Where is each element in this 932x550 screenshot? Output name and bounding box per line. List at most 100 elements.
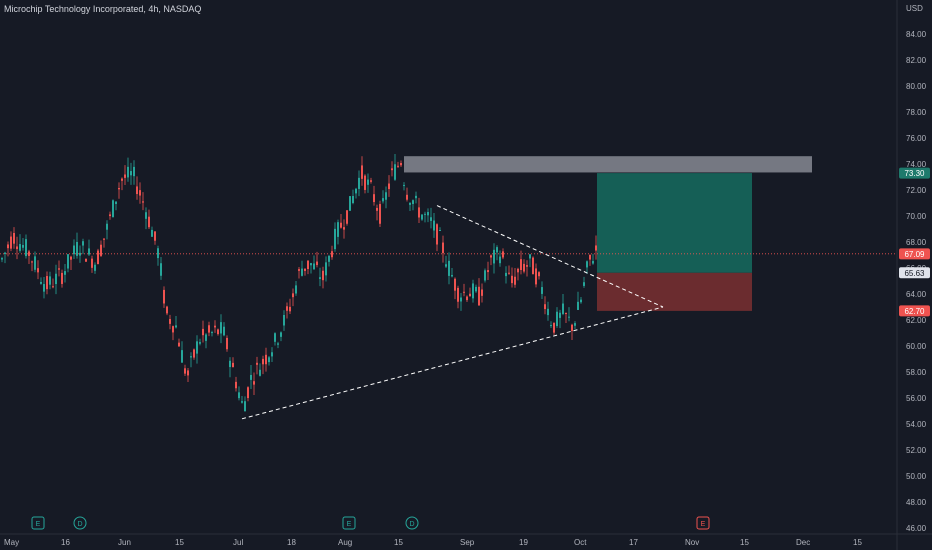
candle-body	[244, 401, 246, 412]
candle-body	[448, 260, 450, 276]
y-tick-label: 82.00	[906, 56, 927, 65]
candle-body	[277, 343, 279, 345]
candle-body	[103, 238, 105, 240]
candle-body	[580, 299, 582, 303]
candle-body	[526, 265, 528, 267]
candle-body	[217, 329, 219, 335]
y-tick-label: 48.00	[906, 498, 927, 507]
x-tick-label: 16	[61, 538, 70, 547]
candle-body	[520, 259, 522, 271]
candle-body	[202, 328, 204, 336]
candle-body	[4, 252, 6, 255]
candle-body	[64, 271, 66, 275]
candle-body	[376, 207, 378, 211]
candle-body	[16, 246, 18, 250]
earnings-event-icon	[31, 516, 45, 530]
y-tick-label: 84.00	[906, 30, 927, 39]
candle-body	[178, 342, 180, 347]
candle-body	[184, 368, 186, 374]
candle-body	[364, 175, 366, 190]
candle-body	[544, 304, 546, 310]
event-label: E	[36, 521, 41, 528]
candle-body	[139, 190, 141, 196]
candle-body	[205, 334, 207, 341]
candle-body	[163, 289, 165, 304]
x-tick-label: Jun	[118, 538, 131, 547]
candle-body	[583, 282, 585, 286]
candle-body	[499, 256, 501, 264]
candle-body	[436, 224, 438, 245]
candle-body	[484, 270, 486, 281]
event-label: E	[701, 521, 706, 528]
candle-body	[511, 275, 513, 284]
event-label: D	[409, 521, 414, 528]
candle-body	[493, 249, 495, 264]
candle-body	[229, 360, 231, 368]
candle-body	[115, 201, 117, 204]
candle-body	[322, 270, 324, 281]
x-tick-label: 15	[175, 538, 184, 547]
candle-body	[187, 370, 189, 376]
candle-body	[556, 311, 558, 327]
candle-body	[469, 293, 471, 297]
candle-body	[361, 165, 363, 179]
y-tick-label: 70.00	[906, 212, 927, 221]
candle-body	[475, 286, 477, 292]
x-tick-label: 19	[519, 538, 528, 547]
candle-body	[325, 262, 327, 276]
candle-body	[568, 316, 570, 318]
candle-body	[199, 342, 201, 344]
candle-body	[505, 272, 507, 277]
candle-body	[340, 222, 342, 228]
candle-body	[379, 204, 381, 224]
candle-body	[562, 303, 564, 314]
candle-body	[421, 214, 423, 220]
ascending-trendline	[241, 306, 664, 420]
candle-body	[223, 326, 225, 336]
candle-body	[352, 196, 354, 204]
price-tag-label: 67.09	[904, 250, 925, 259]
candle-body	[433, 220, 435, 231]
y-tick-label: 78.00	[906, 108, 927, 117]
x-tick-label: 15	[853, 538, 862, 547]
candle-body	[238, 392, 240, 399]
candle-body	[109, 214, 111, 217]
currency-label: USD	[906, 4, 923, 13]
candle-body	[439, 229, 441, 231]
y-tick-label: 74.00	[906, 160, 927, 169]
candle-body	[73, 245, 75, 255]
x-tick-label: Aug	[338, 538, 352, 547]
candle-body	[70, 256, 72, 260]
candle-body	[295, 285, 297, 294]
candle-body	[46, 276, 48, 290]
candle-body	[148, 216, 150, 228]
candle-body	[400, 163, 402, 166]
candle-body	[190, 356, 192, 358]
candle-body	[259, 369, 261, 376]
candle-body	[142, 201, 144, 203]
candle-body	[346, 210, 348, 224]
candle-body	[91, 258, 93, 268]
candle-body	[19, 244, 21, 251]
candle-body	[196, 341, 198, 354]
candle-body	[415, 195, 417, 199]
candle-body	[586, 261, 588, 268]
candle-body	[172, 326, 174, 333]
price-tag-last	[899, 248, 930, 260]
candle-body	[289, 306, 291, 312]
dividend-event-icon	[405, 516, 419, 530]
candle-body	[508, 272, 510, 274]
candle-body	[100, 244, 102, 256]
candle-body	[502, 251, 504, 258]
candle-body	[181, 350, 183, 363]
candle-body	[370, 180, 372, 182]
price-tag-label: 73.30	[904, 169, 925, 178]
x-tick-label: 15	[740, 538, 749, 547]
candle-body	[547, 308, 549, 316]
candle-body	[211, 332, 213, 334]
candle-body	[301, 268, 303, 276]
candle-body	[577, 301, 579, 310]
candle-body	[442, 242, 444, 254]
candle-body	[169, 319, 171, 324]
